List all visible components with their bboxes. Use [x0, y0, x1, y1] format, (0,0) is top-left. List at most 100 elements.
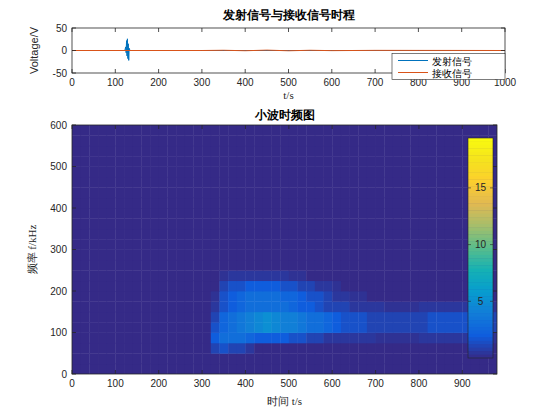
heatmap-cell: [436, 135, 445, 146]
heatmap-cell: [410, 239, 419, 250]
heatmap-cell: [141, 208, 150, 219]
heatmap-cell: [436, 333, 445, 344]
heatmap-cell: [237, 301, 246, 312]
heatmap-cell: [245, 177, 254, 188]
heatmap-cell: [176, 312, 185, 323]
heatmap-cell: [350, 229, 359, 240]
heatmap-cell: [81, 135, 90, 146]
heatmap-cell: [376, 156, 385, 167]
heatmap-cell: [445, 218, 454, 229]
heatmap-cell: [393, 250, 402, 261]
heatmap-cell: [185, 125, 194, 136]
heatmap-cell: [298, 229, 307, 240]
heatmap-cell: [98, 353, 107, 364]
heatmap-cell: [254, 125, 263, 136]
heatmap-cell: [133, 146, 142, 157]
x-tick-top: [288, 125, 289, 129]
heatmap-cell: [454, 229, 463, 240]
heatmap-cell: [358, 208, 367, 219]
heatmap-cell: [254, 364, 263, 374]
heatmap-cell: [419, 125, 428, 136]
heatmap-cell: [436, 146, 445, 157]
heatmap-cell: [341, 156, 350, 167]
heatmap-cell: [254, 260, 263, 271]
colorbar-tick-label: 10: [475, 239, 487, 250]
colorbar-segment: [468, 286, 493, 290]
x-tick-top: [461, 28, 462, 32]
heatmap-cell: [280, 146, 289, 157]
heatmap-cell: [211, 218, 220, 229]
heatmap-cell: [185, 177, 194, 188]
heatmap-cell: [298, 135, 307, 146]
heatmap-cell: [271, 135, 280, 146]
colorbar-segment: [468, 317, 493, 321]
heatmap-cell: [454, 239, 463, 250]
heatmap-cell: [167, 208, 176, 219]
heatmap-cell: [289, 281, 298, 292]
figure: 01002003004005006007008009001000-50050发射…: [0, 0, 560, 420]
heatmap-cell: [107, 125, 116, 136]
heatmap-cell: [167, 156, 176, 167]
colorbar-segment: [468, 224, 493, 228]
heatmap-cell: [176, 301, 185, 312]
heatmap-cell: [245, 167, 254, 178]
heatmap-cell: [358, 353, 367, 364]
heatmap-cell: [185, 208, 194, 219]
heatmap-cell: [185, 312, 194, 323]
heatmap-cell: [280, 281, 289, 292]
heatmap-cell: [350, 270, 359, 281]
heatmap-cell: [341, 177, 350, 188]
heatmap-cell: [376, 260, 385, 271]
heatmap-cell: [384, 208, 393, 219]
y-tick-label: 0: [61, 45, 67, 56]
heatmap-cell: [280, 167, 289, 178]
heatmap-cell: [280, 353, 289, 364]
legend-swatch: [398, 72, 428, 73]
heatmap-cell: [341, 291, 350, 302]
heatmap-cell: [454, 177, 463, 188]
heatmap-cell: [280, 364, 289, 374]
heatmap-cell: [124, 198, 133, 209]
heatmap-cell: [402, 125, 411, 136]
heatmap-cell: [107, 187, 116, 198]
heatmap-cell: [367, 167, 376, 178]
heatmap-cell: [107, 229, 116, 240]
colorbar-segment: [468, 152, 493, 156]
axes-frame: [72, 28, 505, 73]
heatmap-cell: [141, 343, 150, 354]
heatmap-cell: [298, 270, 307, 281]
heatmap-cell: [410, 250, 419, 261]
heatmap-cell: [89, 229, 98, 240]
heatmap-cell: [98, 260, 107, 271]
heatmap-cell: [445, 125, 454, 136]
y-tick-right: [493, 208, 497, 209]
heatmap-cell: [228, 312, 237, 323]
heatmap-cell: [315, 301, 324, 312]
heatmap-cell: [133, 125, 142, 136]
heatmap-cell: [289, 353, 298, 364]
heatmap-cell: [176, 322, 185, 333]
heatmap-cell: [159, 239, 168, 250]
heatmap-cell: [124, 301, 133, 312]
heatmap-cell: [167, 125, 176, 136]
heatmap-cell: [176, 260, 185, 271]
x-tick: [288, 69, 289, 73]
heatmap-cell: [289, 364, 298, 374]
heatmap-cell: [193, 364, 202, 374]
heatmap-cell: [376, 343, 385, 354]
heatmap-cell: [428, 364, 437, 374]
y-tick: [72, 208, 76, 209]
heatmap-cell: [367, 187, 376, 198]
heatmap-cell: [185, 229, 194, 240]
heatmap-cell: [324, 135, 333, 146]
heatmap-cell: [141, 177, 150, 188]
heatmap-cell: [167, 260, 176, 271]
heatmap-cell: [81, 146, 90, 157]
heatmap-cell: [289, 260, 298, 271]
heatmap-cell: [115, 208, 124, 219]
heatmap-cell: [298, 239, 307, 250]
heatmap-cell: [419, 177, 428, 188]
heatmap-cell: [367, 125, 376, 136]
heatmap-cell: [298, 343, 307, 354]
heatmap-cell: [393, 156, 402, 167]
